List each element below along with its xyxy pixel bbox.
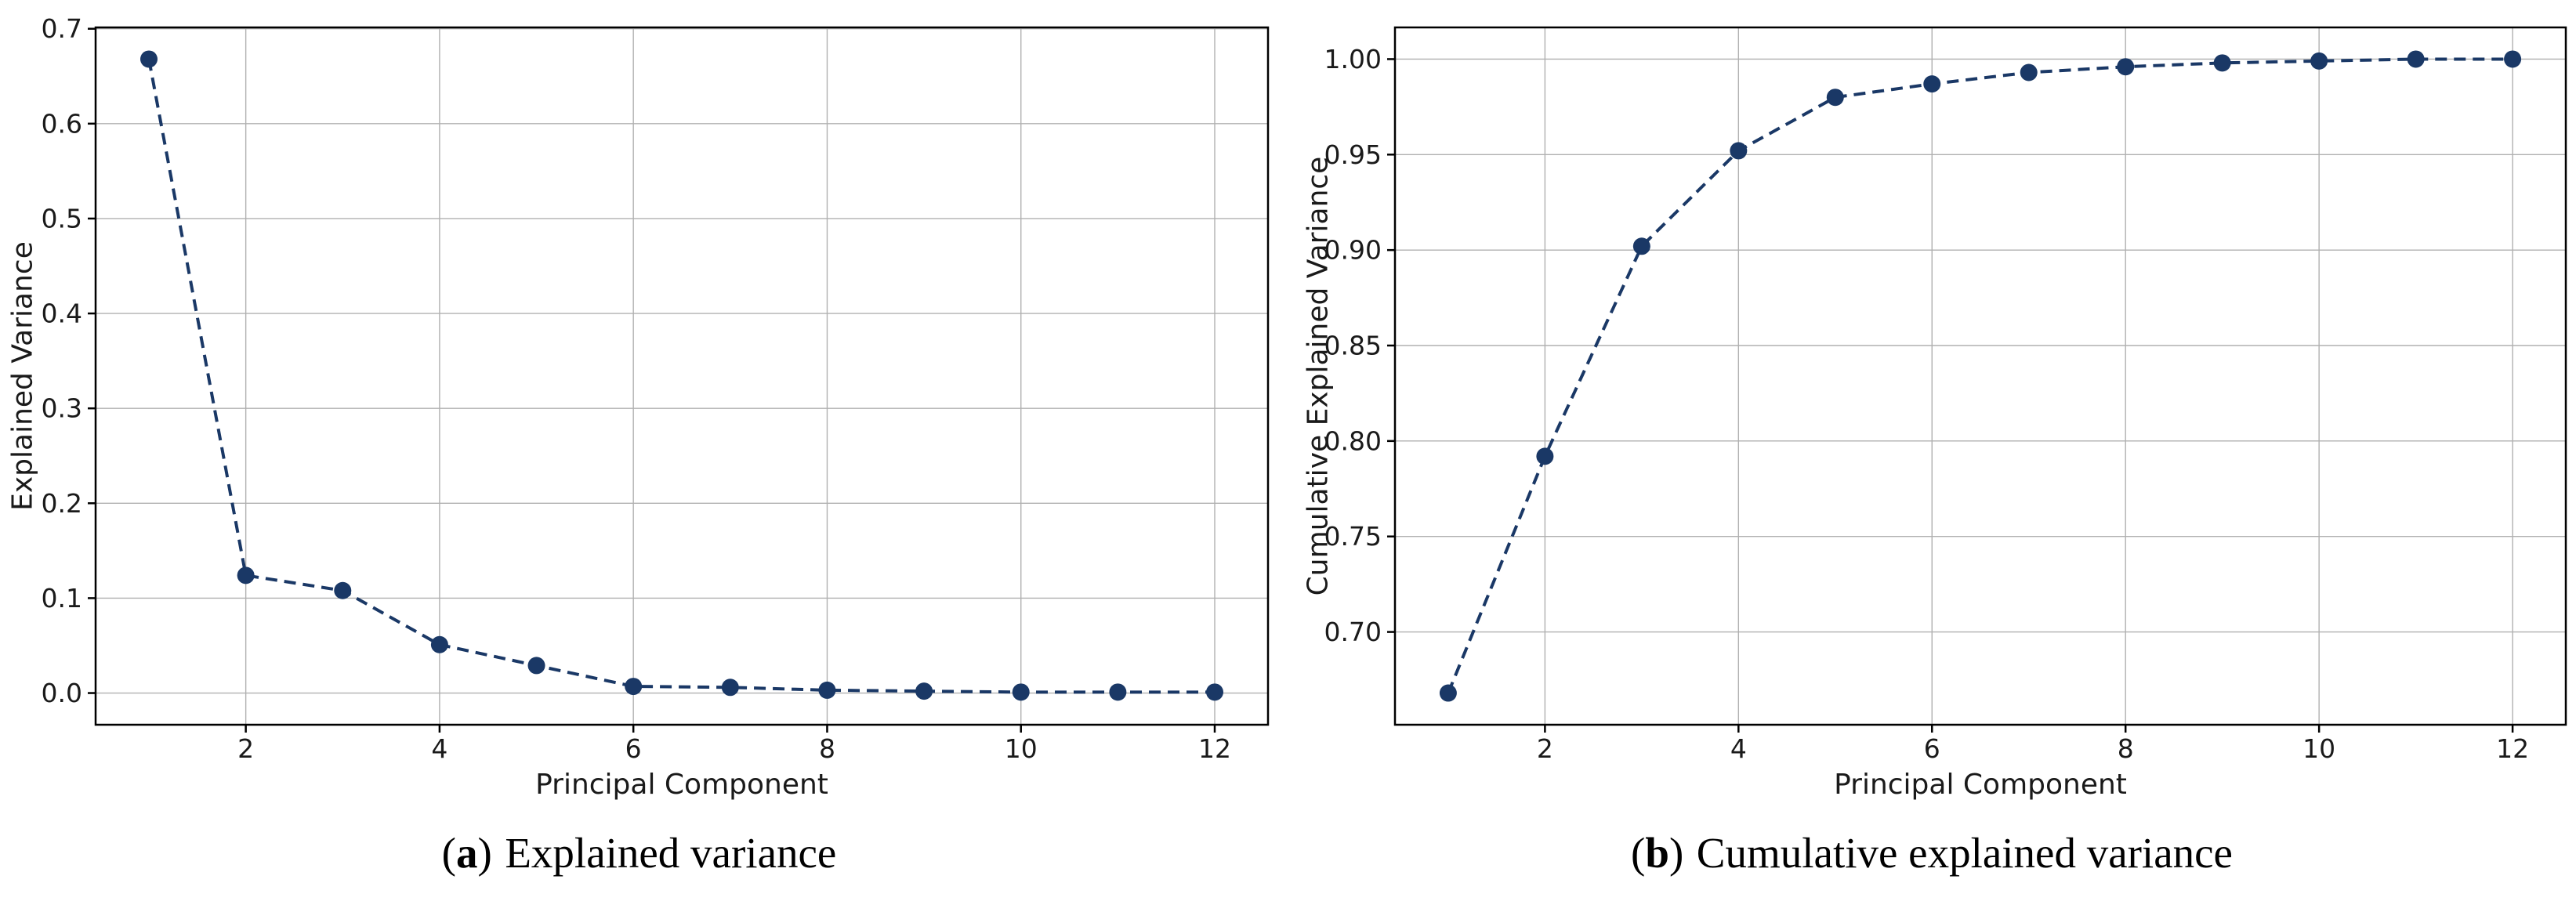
svg-text:0.6: 0.6 <box>42 108 82 139</box>
svg-text:6: 6 <box>1924 733 1940 764</box>
caption-b: (b) Cumulative explained variance <box>1299 827 2564 879</box>
caption-b-letter: b <box>1645 829 1669 877</box>
svg-text:0.80: 0.80 <box>1324 425 1382 456</box>
svg-text:2: 2 <box>1537 733 1553 764</box>
svg-text:10: 10 <box>2302 733 2335 764</box>
svg-text:8: 8 <box>819 733 835 764</box>
svg-text:10: 10 <box>1005 733 1038 764</box>
svg-text:0.75: 0.75 <box>1324 521 1382 552</box>
svg-text:Explained Variance: Explained Variance <box>7 241 39 511</box>
svg-text:0.0: 0.0 <box>42 678 82 708</box>
svg-text:8: 8 <box>2118 733 2134 764</box>
svg-text:0.4: 0.4 <box>42 299 82 329</box>
caption-a-text: Explained variance <box>505 829 837 877</box>
svg-text:0.5: 0.5 <box>42 203 82 233</box>
svg-text:Cumulative Explained Variance: Cumulative Explained Variance <box>1302 157 1335 596</box>
svg-text:0.2: 0.2 <box>42 488 82 519</box>
svg-text:Principal Component: Principal Component <box>1834 769 2127 801</box>
svg-text:0.3: 0.3 <box>42 393 82 424</box>
svg-text:0.7: 0.7 <box>42 13 82 44</box>
svg-text:12: 12 <box>2496 733 2529 764</box>
svg-text:0.85: 0.85 <box>1324 331 1382 361</box>
caption-a-letter: a <box>456 829 478 877</box>
caption-a-close-paren: ) <box>477 829 492 877</box>
svg-text:12: 12 <box>1198 733 1231 764</box>
svg-text:0.95: 0.95 <box>1324 139 1382 170</box>
svg-text:0.1: 0.1 <box>42 583 82 613</box>
caption-a: (a) Explained variance <box>10 827 1268 879</box>
caption-b-text: Cumulative explained variance <box>1696 829 2233 877</box>
caption-b-close-paren: ) <box>1668 829 1684 877</box>
svg-text:1.00: 1.00 <box>1324 44 1382 74</box>
svg-text:4: 4 <box>431 733 447 764</box>
svg-text:6: 6 <box>625 733 642 764</box>
svg-text:4: 4 <box>1730 733 1747 764</box>
caption-a-open-paren: ( <box>441 829 456 877</box>
cumulative-explained-variance-chart: 2 4 6 8 10 12 0.70 0.75 0.80 0.85 0.90 0.95 1.00 Prin… <box>1302 26 2567 801</box>
svg-text:0.70: 0.70 <box>1324 617 1382 647</box>
explained-variance-chart: 2 4 6 8 10 12 0.0 0.1 0.2 0.3 0.4 0.5 0.6 0.7 Principa… <box>7 13 1270 801</box>
svg-text:Principal Component: Principal Component <box>535 769 828 801</box>
caption-b-open-paren: ( <box>1631 829 1646 877</box>
svg-text:0.90: 0.90 <box>1324 235 1382 266</box>
svg-text:2: 2 <box>237 733 254 764</box>
